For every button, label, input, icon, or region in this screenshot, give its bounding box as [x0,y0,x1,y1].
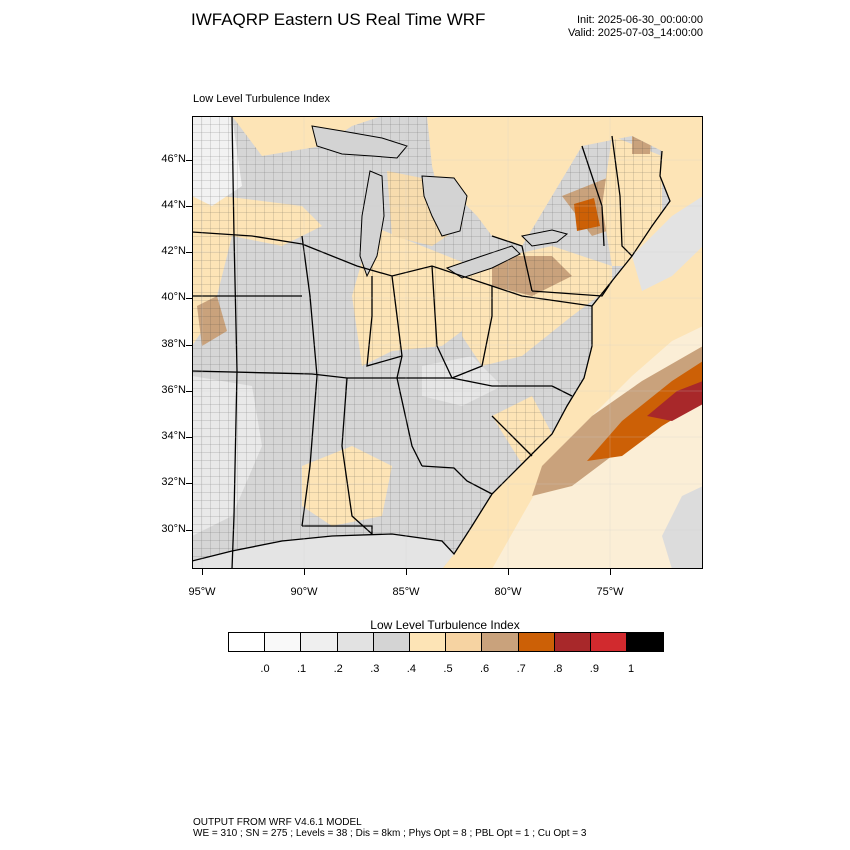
colorbar-label: .4 [406,663,416,675]
colorbar-label: .0 [260,663,270,675]
lat-label: 32°N [161,476,186,488]
turbulence-map [192,116,703,569]
legend-title: Low Level Turbulence Index [370,618,520,632]
lat-tick [186,391,192,392]
map-subtitle: Low Level Turbulence Index [193,93,330,105]
page-title: IWFAQRP Eastern US Real Time WRF [191,10,486,29]
colorbar-label: .8 [553,663,563,675]
model-version: OUTPUT FROM WRF V4.6.1 MODEL [193,817,362,828]
colorbar-swatch [337,633,374,651]
lat-tick [186,252,192,253]
colorbar-swatch [265,633,302,651]
map-border [192,116,703,569]
colorbar-swatch [627,633,664,651]
offshore-orange-band [587,361,703,461]
colorbar-label: .5 [443,663,453,675]
colorbar-swatch [229,633,266,651]
time-info: Init: 2025-06-30_00:00:00 Valid: 2025-07… [540,14,703,40]
lon-label: 85°W [392,586,420,598]
lat-tick [186,437,192,438]
colorbar-label: .6 [480,663,490,675]
colorbar-swatch [301,633,338,651]
lat-label: 40°N [161,291,186,303]
offshore-brown-band [532,346,703,496]
lon-tick [304,569,305,575]
lat-label: 42°N [161,245,186,257]
colorbar [228,632,665,652]
init-time: Init: 2025-06-30_00:00:00 [577,14,703,26]
lake-superior [311,125,408,159]
valid-time: Valid: 2025-07-03_14:00:00 [568,27,703,39]
lat-label: 34°N [161,430,186,442]
colorbar-label: .3 [370,663,380,675]
lat-label: 36°N [161,384,186,396]
colorbar-label: .7 [516,663,526,675]
lake-michigan [359,170,385,278]
lat-tick [186,483,192,484]
lat-label: 46°N [161,153,186,165]
lat-tick [186,530,192,531]
lon-label: 80°W [494,586,522,598]
colorbar-swatch [518,633,555,651]
colorbar-label: .1 [297,663,307,675]
lat-label: 44°N [161,199,186,211]
lon-label: 95°W [188,586,216,598]
lat-tick [186,206,192,207]
map-panel [192,116,703,569]
graticule [192,116,703,569]
colorbar-label: 1 [627,663,635,675]
state-borders [192,116,633,569]
colorbar-swatch [554,633,591,651]
colorbar-swatch [590,633,628,651]
lake-ontario [520,229,569,247]
lon-tick [610,569,611,575]
colorbar-label: .2 [333,663,343,675]
colorbar-swatch [446,633,483,651]
model-config: WE = 310 ; SN = 275 ; Levels = 38 ; Dis … [193,828,587,839]
county-lines [192,116,670,569]
lon-tick [202,569,203,575]
lake-erie [445,245,521,279]
lon-label: 90°W [290,586,318,598]
gulf-of-mexico [192,534,454,569]
lon-tick [406,569,407,575]
lon-tick [508,569,509,575]
lat-label: 30°N [161,523,186,535]
colorbar-swatch [409,633,447,651]
colorbar-swatch [373,633,410,651]
lat-tick [186,345,192,346]
lat-tick [186,298,192,299]
coastline [192,150,671,562]
model-info: OUTPUT FROM WRF V4.6.1 MODEL WE = 310 ; … [193,817,586,839]
lat-label: 38°N [161,338,186,350]
lat-tick [186,160,192,161]
colorbar-swatch [482,633,519,651]
lon-label: 75°W [596,586,624,598]
colorbar-label: .9 [589,663,599,675]
